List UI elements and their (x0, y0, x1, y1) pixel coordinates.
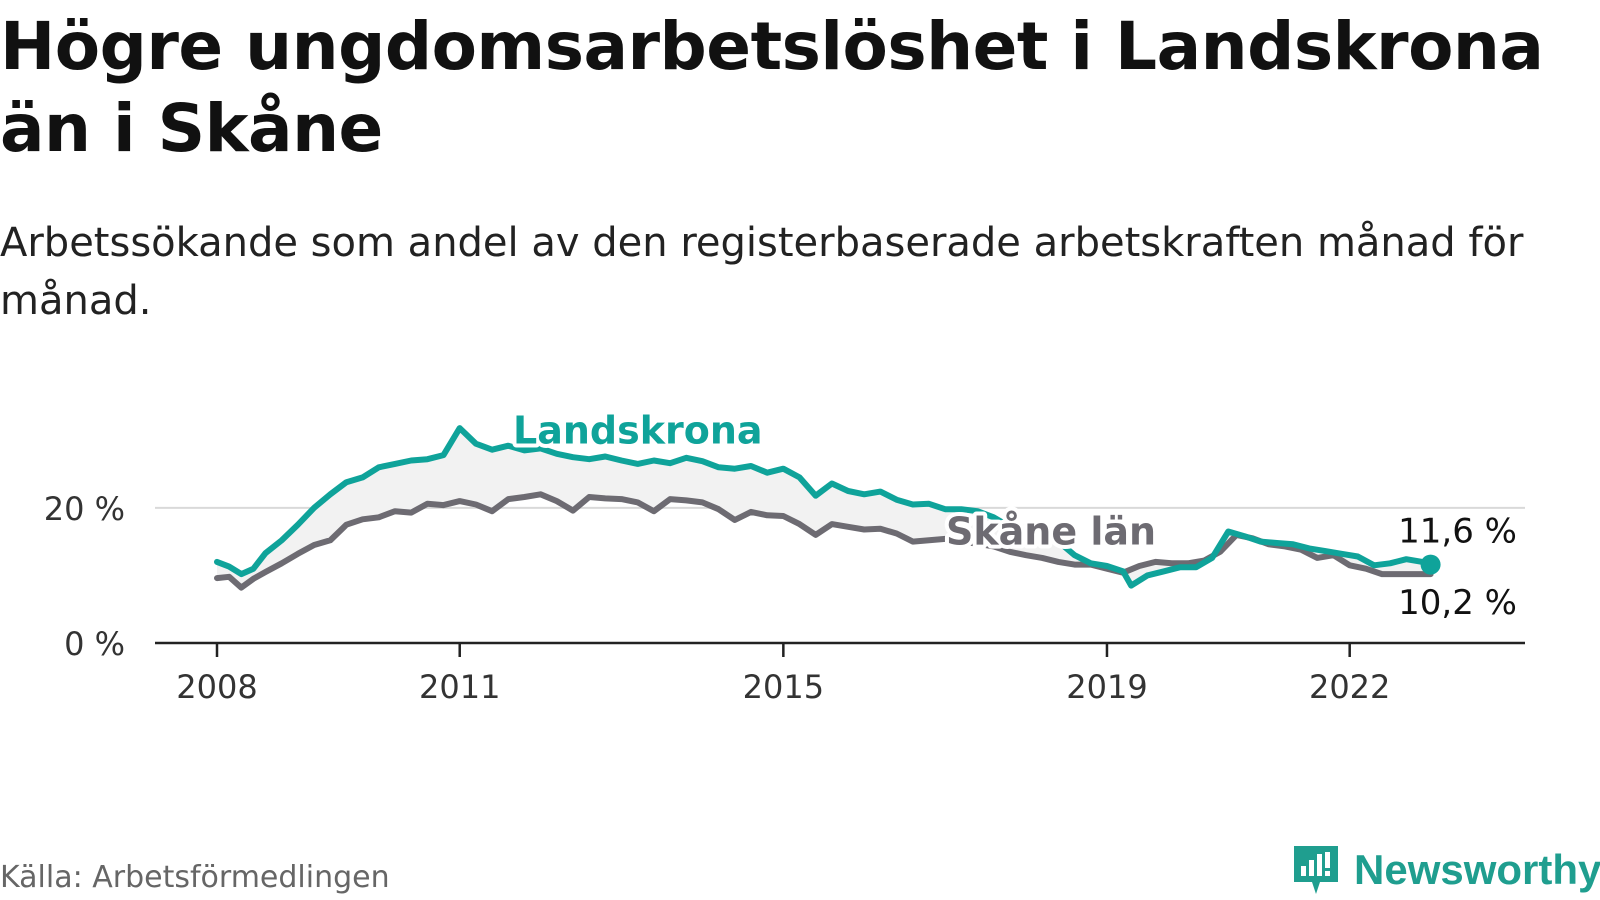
series-line-landskrona (214, 425, 1434, 589)
y-tick-label: 20 % (44, 490, 125, 528)
series-label-landskrona: Landskrona (513, 409, 763, 453)
end-value-label-landskrona: 11,6 % (1398, 512, 1517, 552)
series-label-skane: Skåne län (946, 509, 1156, 553)
newsworthy-logo-text: Newsworthy (1354, 846, 1600, 893)
newsworthy-logo[interactable]: Newsworthy (1290, 840, 1600, 900)
x-tick-label: 2011 (419, 668, 500, 706)
series-labels: 11,6 % 10,2 % Landskrona Skåne län (509, 405, 1517, 623)
chart-subtitle: Arbetssökande som andel av den registerb… (0, 220, 1524, 324)
x-tick-label: 2008 (176, 668, 257, 706)
y-tick-label: 0 % (64, 625, 125, 663)
x-tick-label: 2022 (1309, 668, 1390, 706)
x-tick-label: 2015 (743, 668, 824, 706)
source-note: Källa: Arbetsförmedlingen (0, 860, 390, 895)
series-lines (214, 425, 1434, 591)
end-marker-landskrona (1420, 554, 1441, 575)
series-line-skane (214, 491, 1434, 591)
x-tick-label: 2019 (1066, 668, 1147, 706)
line-chart: 0 % 20 % 2008 2011 2015 2019 2022 11,6 % 10,2 … (44, 405, 1525, 706)
chart-title: Högre ungdomsarbetslöshet i Landskrona ä… (0, 8, 1544, 167)
series-gap-shading (217, 428, 1431, 588)
axes: 2008 2011 2015 2019 2022 (155, 641, 1525, 706)
difference-band (217, 428, 1431, 588)
end-value-label-skane: 10,2 % (1398, 583, 1517, 623)
newsworthy-logo-icon (1294, 846, 1338, 894)
